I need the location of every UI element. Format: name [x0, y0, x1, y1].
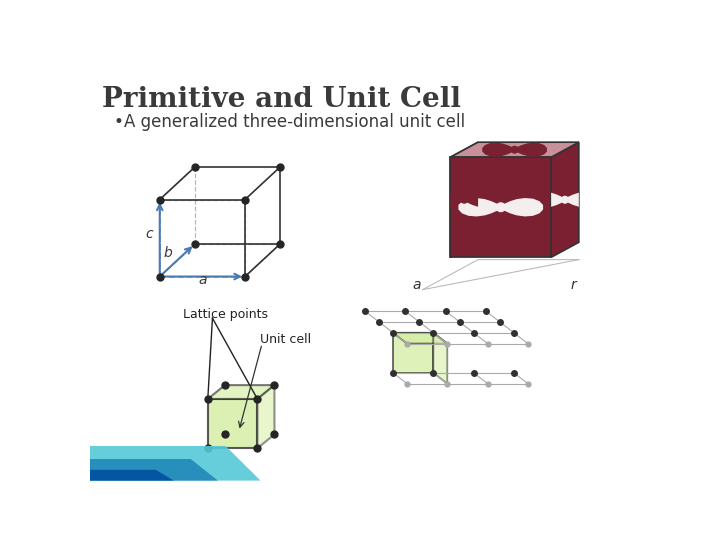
- Text: c: c: [145, 227, 153, 241]
- Polygon shape: [90, 470, 174, 481]
- Polygon shape: [433, 333, 447, 383]
- Polygon shape: [451, 157, 551, 257]
- Polygon shape: [551, 142, 579, 257]
- Text: Unit cell: Unit cell: [261, 333, 312, 346]
- Text: Primitive and Unit Cell: Primitive and Unit Cell: [102, 86, 461, 113]
- Polygon shape: [528, 192, 603, 208]
- Text: r: r: [570, 278, 576, 292]
- Text: •: •: [113, 112, 123, 131]
- Polygon shape: [451, 142, 478, 257]
- Polygon shape: [451, 242, 579, 257]
- Polygon shape: [451, 142, 579, 157]
- Polygon shape: [451, 142, 478, 257]
- Polygon shape: [208, 399, 258, 448]
- Polygon shape: [393, 333, 433, 373]
- Polygon shape: [551, 142, 579, 257]
- Polygon shape: [427, 192, 502, 208]
- Polygon shape: [90, 459, 218, 481]
- Text: a: a: [198, 273, 207, 287]
- Text: a: a: [413, 278, 421, 292]
- Text: b: b: [163, 246, 172, 260]
- Text: A generalized three-dimensional unit cell: A generalized three-dimensional unit cel…: [124, 112, 465, 131]
- Polygon shape: [482, 143, 547, 157]
- Text: Lattice points: Lattice points: [183, 308, 268, 321]
- Polygon shape: [451, 142, 579, 157]
- Polygon shape: [208, 385, 274, 399]
- Polygon shape: [258, 385, 274, 448]
- Polygon shape: [459, 198, 543, 217]
- Polygon shape: [90, 446, 261, 481]
- Polygon shape: [393, 333, 447, 343]
- Polygon shape: [451, 157, 551, 257]
